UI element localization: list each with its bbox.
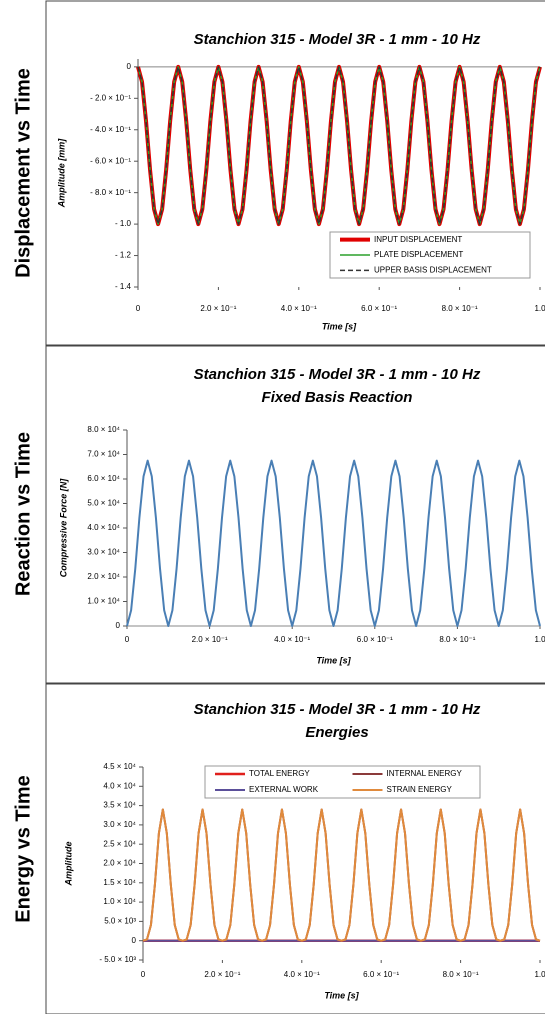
x-tick-label: 1.0 — [534, 970, 545, 979]
legend-label: UPPER BASIS DISPLACEMENT — [374, 265, 492, 274]
x-axis-title: Time [s] — [324, 990, 359, 1000]
y-tick-label: - 8.0 × 10⁻¹ — [90, 188, 131, 197]
x-tick-label: 6.0 × 10⁻¹ — [357, 635, 393, 644]
y-tick-label: - 1.0 — [115, 219, 132, 228]
y-tick-label: 7.0 × 10⁴ — [87, 450, 120, 459]
series-line — [142, 808, 541, 942]
side-label: Energy vs Time — [12, 775, 34, 922]
series-line — [137, 66, 541, 225]
x-tick-label: 4.0 × 10⁻¹ — [284, 970, 320, 979]
x-tick-label: 1.0 — [534, 635, 545, 644]
chart-subtitle: Fixed Basis Reaction — [262, 389, 413, 406]
y-tick-label: 3.0 × 10⁴ — [87, 548, 120, 557]
x-tick-label: 1.0 — [534, 304, 545, 313]
y-tick-label: - 1.4 — [115, 282, 132, 291]
y-tick-label: 0 — [116, 621, 121, 630]
x-tick-label: 2.0 × 10⁻¹ — [192, 635, 228, 644]
y-tick-label: 5.0 × 10³ — [104, 917, 136, 926]
y-axis-title: Amplitude — [63, 842, 73, 887]
y-tick-label: 1.0 × 10⁴ — [87, 597, 120, 606]
series-line — [142, 808, 541, 942]
y-tick-label: 5.0 × 10⁴ — [87, 499, 120, 508]
y-tick-label: 2.0 × 10⁴ — [87, 572, 120, 581]
chart-title: Stanchion 315 - Model 3R - 1 mm - 10 Hz — [194, 701, 481, 718]
x-tick-label: 4.0 × 10⁻¹ — [274, 635, 310, 644]
series-line — [126, 459, 541, 627]
panel-frame — [45, 0, 545, 346]
legend-label: EXTERNAL WORK — [249, 785, 319, 794]
y-tick-label: - 1.2 — [115, 251, 132, 260]
y-tick-label: 2.0 × 10⁴ — [103, 859, 136, 868]
chart-title: Stanchion 315 - Model 3R - 1 mm - 10 Hz — [194, 366, 481, 383]
panel-frame — [45, 683, 545, 1014]
x-tick-label: 8.0 × 10⁻¹ — [442, 304, 478, 313]
x-tick-label: 4.0 × 10⁻¹ — [281, 304, 317, 313]
chart-subtitle: Energies — [305, 724, 368, 741]
panel-frame — [45, 345, 545, 684]
legend-label: INPUT DISPLACEMENT — [374, 235, 462, 244]
x-tick-label: 8.0 × 10⁻¹ — [443, 970, 479, 979]
y-tick-label: 1.0 × 10⁴ — [103, 897, 136, 906]
y-tick-label: 0 — [132, 936, 137, 945]
series-line — [136, 64, 542, 227]
y-tick-label: 3.0 × 10⁴ — [103, 820, 136, 829]
x-tick-label: 0 — [141, 970, 146, 979]
x-axis-title: Time [s] — [322, 321, 357, 331]
x-tick-label: 2.0 × 10⁻¹ — [204, 970, 240, 979]
side-label: Reaction vs Time — [12, 432, 34, 596]
x-tick-label: 0 — [136, 304, 141, 313]
side-label: Displacement vs Time — [12, 68, 34, 278]
y-tick-label: - 5.0 × 10³ — [99, 955, 136, 964]
x-tick-label: 2.0 × 10⁻¹ — [200, 304, 236, 313]
x-tick-label: 0 — [125, 635, 130, 644]
y-tick-label: 0 — [127, 62, 132, 71]
y-tick-label: 4.5 × 10⁴ — [103, 762, 136, 771]
y-tick-label: 4.0 × 10⁴ — [103, 781, 136, 790]
legend-label: STRAIN ENERGY — [387, 785, 453, 794]
y-tick-label: 1.5 × 10⁴ — [103, 878, 136, 887]
x-tick-label: 6.0 × 10⁻¹ — [363, 970, 399, 979]
y-tick-label: 4.0 × 10⁴ — [87, 523, 120, 532]
y-axis-title: Amplitude [mm] — [56, 138, 66, 209]
legend-label: TOTAL ENERGY — [249, 769, 310, 778]
y-tick-label: - 2.0 × 10⁻¹ — [90, 93, 131, 102]
series-line — [137, 66, 541, 225]
chart-title: Stanchion 315 - Model 3R - 1 mm - 10 Hz — [194, 31, 481, 48]
y-axis-title: Compressive Force [N] — [58, 478, 68, 578]
y-tick-label: 8.0 × 10⁴ — [87, 425, 120, 434]
x-tick-label: 8.0 × 10⁻¹ — [439, 635, 475, 644]
y-tick-label: 6.0 × 10⁴ — [87, 474, 120, 483]
y-tick-label: 3.5 × 10⁴ — [103, 801, 136, 810]
x-axis-title: Time [s] — [316, 655, 351, 665]
legend-label: INTERNAL ENERGY — [387, 769, 463, 778]
y-tick-label: 2.5 × 10⁴ — [103, 839, 136, 848]
legend-box — [204, 765, 481, 799]
x-tick-label: 6.0 × 10⁻¹ — [361, 304, 397, 313]
y-tick-label: - 4.0 × 10⁻¹ — [90, 125, 131, 134]
legend-label: PLATE DISPLACEMENT — [374, 250, 463, 259]
y-tick-label: - 6.0 × 10⁻¹ — [90, 156, 131, 165]
